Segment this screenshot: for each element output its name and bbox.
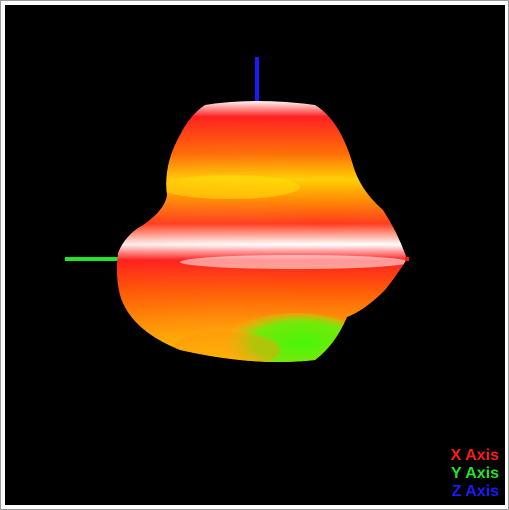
legend-y-axis: Y Axis xyxy=(450,465,499,482)
3d-viewport[interactable]: X Axis Y Axis Z Axis xyxy=(5,5,505,505)
axis-legend: X Axis Y Axis Z Axis xyxy=(419,447,499,501)
legend-z-axis: Z Axis xyxy=(451,483,499,500)
3d-scene[interactable] xyxy=(5,5,505,505)
legend-x-axis: X Axis xyxy=(450,447,499,464)
